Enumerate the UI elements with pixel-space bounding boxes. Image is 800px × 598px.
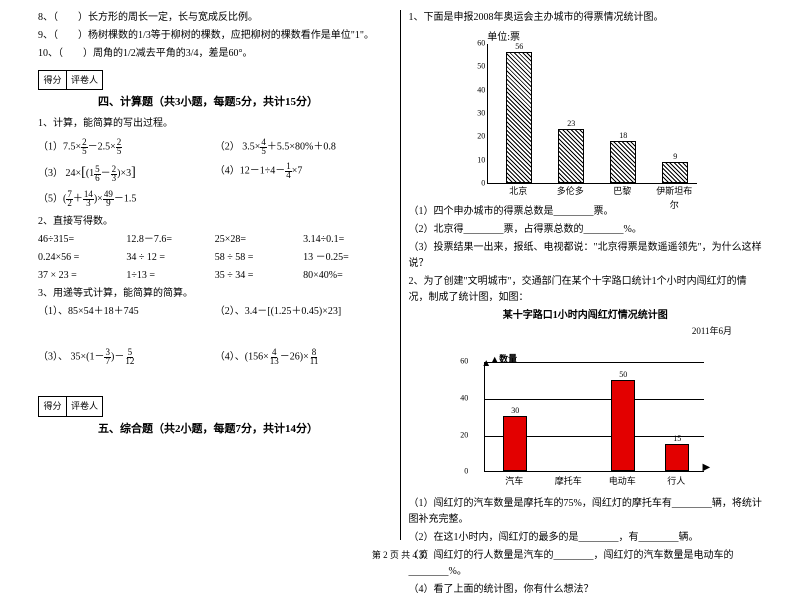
calc-r2d: 13 －0.25= [303,250,391,266]
q8: 8、（ ）长方形的周长一定，长与宽成反比例。 [38,10,392,26]
expr-34: （4）、(156×413－26)×811 [215,348,392,366]
p2: 2、直接写得数。 [38,214,392,230]
expr-32: （2）、3.4－[(1.25＋0.45)×23] [215,304,392,320]
q1-3: （3）投票结果一出来，报纸、电视都说："北京得票是数遥遥领先"，为什么这样说？ [409,240,763,272]
q1-1: （1）四个申办城市的得票总数是________票。 [409,204,763,220]
traffic-chart: ▲数量 6040200 ▲▶305015 汽车摩托车电动车行人 [450,342,720,492]
score-label-5: 得分 [38,396,66,416]
expr-5: （5）(72＋143)×499－1.5 [38,190,392,208]
expr-3: （3） 24×[(156－23)×3] [38,162,215,184]
page-footer: 第 2 页 共 4 页 [0,548,800,561]
score-label: 得分 [38,70,66,90]
olympic-chart: 单位:票 6050403020100 5623189 北京多伦多巴黎伊斯坦布尔 [455,30,715,200]
calc-r3d: 80×40%= [303,268,391,284]
r-t1: 1、下面是申报2008年奥运会主办城市的得票情况统计图。 [409,10,763,26]
chart2-title: 某十字路口1小时内闯红灯情况统计图 [409,308,763,324]
expr-4: （4）12－1÷4－14×7 [215,162,392,184]
q2-1: （1）闯红灯的汽车数量是摩托车的75%，闯红灯的摩托车有________辆，将统… [409,496,763,528]
section-5-title: 五、综合题（共2小题，每题7分，共计14分） [98,421,392,439]
calc-r3c: 35 ÷ 34 = [215,268,303,284]
arrow-right-icon: ▶ [703,460,711,476]
score-box-5: 得分 评卷人 [38,396,392,416]
score-box-4: 得分 评卷人 [38,70,392,90]
q2-2: （2）在这1小时内，闯红灯的最多的是________，有________辆。 [409,530,763,546]
calc-r1b: 12.8－7.6= [126,232,214,248]
p1: 1、计算，能简算的写出过程。 [38,116,392,132]
calc-r3a: 37 × 23 = [38,268,126,284]
section-4-title: 四、计算题（共3小题，每题5分，共计15分） [98,94,392,112]
q9: 9、（ ）杨树棵数的1/3等于柳树的棵数，应把柳树的棵数看作是单位"1"。 [38,28,392,44]
calc-r2a: 0.24×56 = [38,250,126,266]
calc-r2c: 58 ÷ 58 = [215,250,303,266]
calc-r2b: 34 ÷ 12 = [126,250,214,266]
arrow-up-icon: ▲ [481,356,491,372]
calc-r3b: 1÷13 = [126,268,214,284]
q10: 10、（ ）周角的1/2减去平角的3/4，差是60°。 [38,46,392,62]
r-t2: 2、为了创建"文明城市"，交通部门在某个十字路口统计1个小时内闯红灯的情况，制成… [409,274,763,306]
chart2-date: 2011年6月 [409,324,733,338]
expr-2: （2） 3.5×45＋5.5×80%＋0.8 [215,138,392,156]
p3: 3、用递等式计算，能简算的简算。 [38,286,392,302]
q1-2: （2）北京得________票，占得票总数的________%。 [409,222,763,238]
marker-label-5: 评卷人 [66,396,103,416]
expr-1: （1）7.5×25－2.5×25 [38,138,215,156]
calc-r1d: 3.14÷0.1= [303,232,391,248]
expr-31: （1）、85×54＋18＋745 [38,304,215,320]
calc-r1a: 46÷315= [38,232,126,248]
calc-r1c: 25×28= [215,232,303,248]
marker-label: 评卷人 [66,70,103,90]
q2-4: （4）看了上面的统计图，你有什么想法？ [409,582,763,598]
expr-33: （3）、 35×(1－37)－512 [38,348,215,366]
